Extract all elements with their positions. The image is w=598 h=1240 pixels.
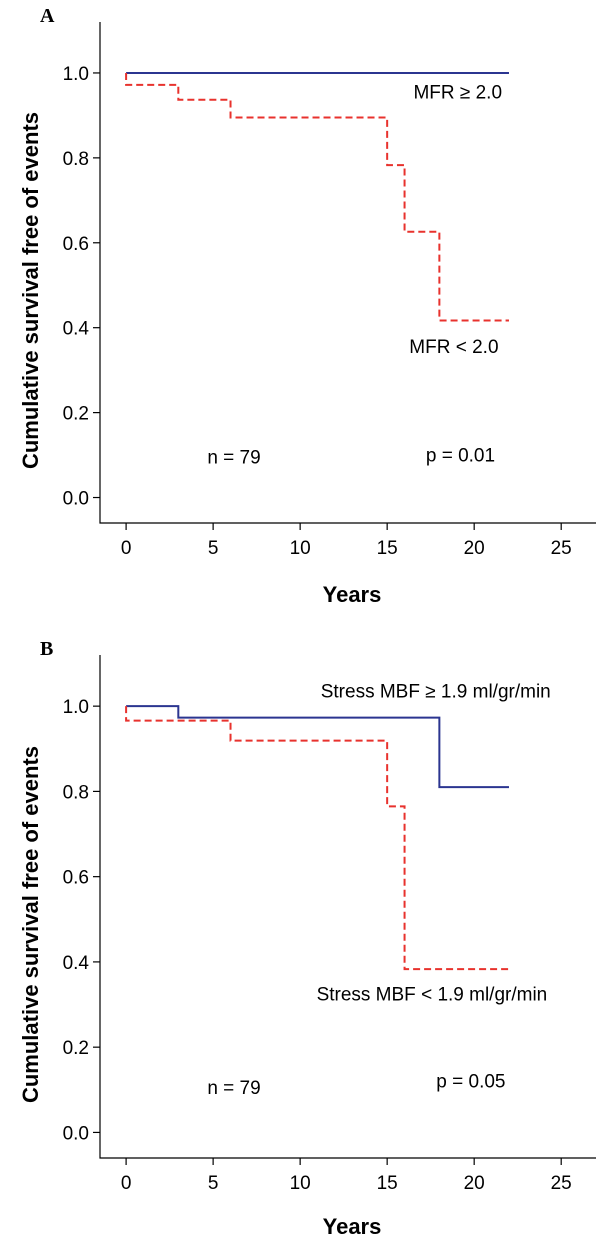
x-tick-label: 20 — [464, 538, 485, 559]
axes-frame — [99, 655, 596, 1159]
y-axis-title: Cumulative survival free of events — [18, 746, 43, 1103]
sample-size-label: n = 79 — [207, 1078, 260, 1099]
axes-frame — [99, 22, 596, 524]
series-label: Stress MBF < 1.9 ml/gr/min — [317, 984, 548, 1005]
y-tick-label: 0.8 — [63, 149, 89, 170]
y-tick-label: 0.6 — [63, 234, 89, 255]
x-tick-label: 25 — [551, 538, 572, 559]
y-tick-label: 0.4 — [63, 953, 90, 974]
y-tick-label: 1.0 — [63, 697, 89, 718]
x-tick-label: 5 — [208, 538, 219, 559]
y-tick-label: 0.0 — [63, 489, 89, 510]
series-label: MFR < 2.0 — [409, 337, 498, 358]
survival-curve-1 — [125, 706, 509, 971]
x-tick-label: 10 — [290, 538, 311, 559]
y-tick-label: 0.4 — [63, 319, 90, 340]
y-tick-label: 1.0 — [63, 64, 89, 85]
y-tick-label: 0.8 — [63, 782, 89, 803]
sample-size-label: n = 79 — [207, 448, 260, 469]
survival-curve-0 — [126, 705, 509, 789]
series-label: MFR ≥ 2.0 — [413, 82, 502, 103]
series-label: Stress MBF ≥ 1.9 ml/gr/min — [321, 682, 551, 703]
survival-curve-1 — [125, 72, 509, 322]
y-tick-label: 0.2 — [63, 1038, 89, 1059]
x-tick-label: 25 — [551, 1173, 572, 1194]
panel-a: A 0.0 0.2 0.4 0.6 0.8 1.0 0 5 10 15 20 25 Years Cumula… — [18, 5, 596, 607]
x-axis-title: Years — [323, 1214, 382, 1239]
x-tick-label: 10 — [290, 1173, 311, 1194]
y-tick-label: 0.2 — [63, 404, 89, 425]
y-tick-label: 0.6 — [63, 868, 89, 889]
y-axis-title: Cumulative survival free of events — [18, 112, 43, 469]
panel-label: B — [40, 638, 53, 660]
x-tick-label: 5 — [208, 1173, 219, 1194]
x-tick-label: 15 — [377, 1173, 398, 1194]
panel-b: B 0.0 0.2 0.4 0.6 0.8 1.0 0 5 10 15 20 25 Years Cumula… — [18, 638, 596, 1239]
x-tick-label: 0 — [121, 538, 132, 559]
panel-label: A — [40, 5, 55, 27]
x-tick-label: 0 — [121, 1173, 132, 1194]
x-tick-label: 15 — [377, 538, 398, 559]
y-tick-label: 0.0 — [63, 1123, 89, 1144]
p-value-label: p = 0.05 — [436, 1072, 505, 1093]
x-axis-title: Years — [323, 582, 382, 607]
p-value-label: p = 0.01 — [426, 445, 495, 466]
x-tick-label: 20 — [464, 1173, 485, 1194]
